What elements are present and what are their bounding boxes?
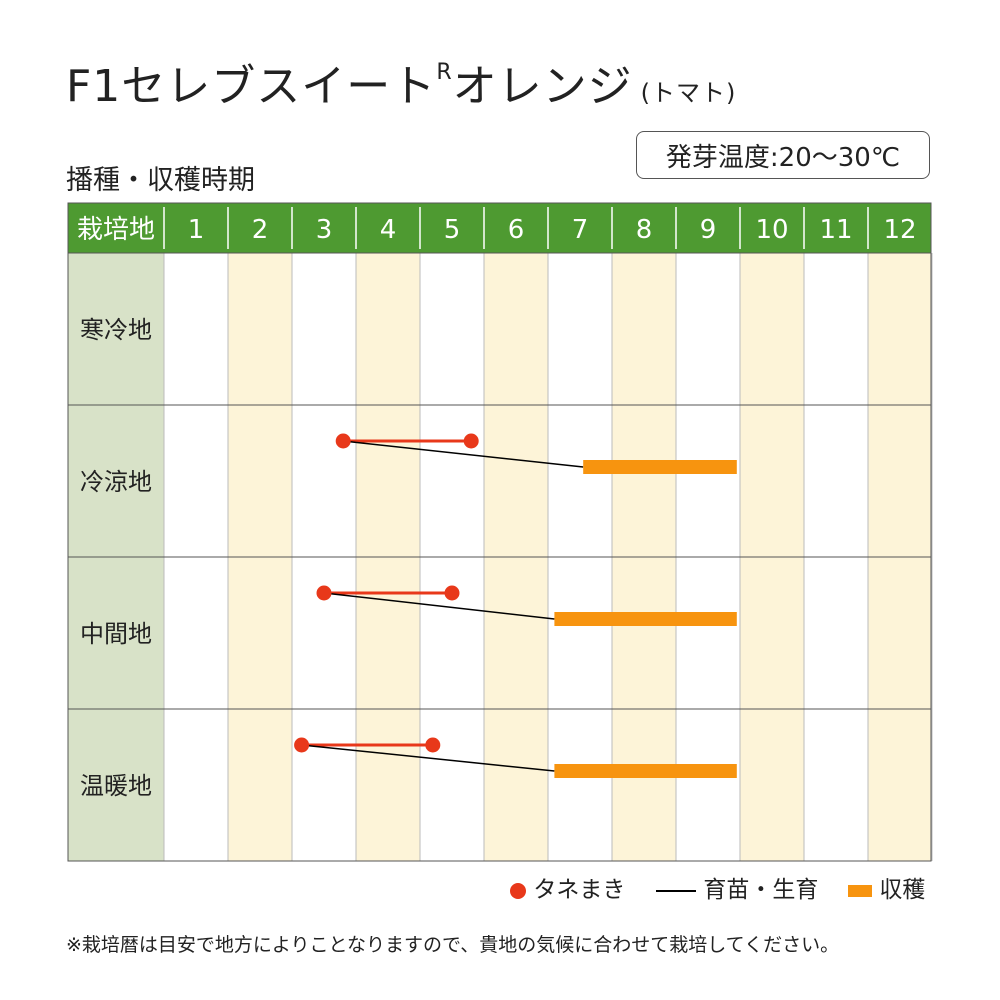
legend-sow: タネまき	[510, 870, 625, 904]
legend-grow-label: 育苗・生育	[703, 877, 819, 903]
legend-harvest-label: 収穫	[879, 877, 926, 903]
region-label: 冷涼地	[80, 468, 152, 496]
month-label: 9	[700, 215, 717, 245]
grow-line	[323, 592, 555, 620]
sow-dot	[335, 433, 351, 449]
legend-sow-label: タネまき	[533, 877, 626, 903]
page-title: F1セレブスイートRオレンジ (トマト)	[66, 50, 736, 114]
month-label: 11	[819, 215, 852, 245]
title-sub: (トマト)	[640, 79, 737, 107]
month-label: 2	[252, 215, 269, 245]
harvest-bar-icon	[848, 884, 872, 897]
month-label: 10	[755, 215, 788, 245]
region-label: 中間地	[80, 620, 152, 648]
month-label: 8	[636, 215, 653, 245]
month-label: 12	[883, 215, 916, 245]
chart-border	[67, 202, 932, 862]
title-main: F1セレブスイート	[66, 61, 437, 112]
month-label: 5	[444, 215, 461, 245]
grow-line	[343, 440, 584, 468]
month-label: 7	[572, 215, 589, 245]
registered-mark: R	[436, 60, 453, 86]
harvest-bar	[554, 612, 737, 626]
grow-line-icon	[656, 889, 696, 892]
section-title: 播種・収穫時期	[66, 165, 255, 196]
footnote: ※栽培暦は目安で地方によりことなりますので、貴地の気候に合わせて栽培してください…	[66, 934, 840, 956]
region-label: 寒冷地	[80, 316, 152, 344]
grow-line	[301, 744, 555, 772]
sow-dot	[463, 433, 479, 449]
region-label: 温暖地	[80, 772, 152, 800]
month-label: 6	[508, 215, 525, 245]
sow-dot	[294, 737, 310, 753]
sow-dot	[425, 737, 441, 753]
harvest-bar	[583, 460, 737, 474]
legend-grow: 育苗・生育	[656, 870, 818, 904]
title-rest: オレンジ	[452, 61, 633, 112]
harvest-bar	[554, 764, 737, 778]
header-bar	[68, 203, 931, 253]
corner-label: 栽培地	[77, 215, 155, 245]
month-label: 3	[316, 215, 333, 245]
sow-dot-icon	[510, 882, 526, 899]
legend-harvest: 収穫	[848, 870, 925, 904]
month-label: 4	[380, 215, 397, 245]
sow-dot	[444, 585, 460, 601]
temperature-badge: 発芽温度:20～30℃	[636, 131, 930, 179]
month-label: 1	[188, 215, 205, 245]
sow-dot	[316, 585, 332, 601]
